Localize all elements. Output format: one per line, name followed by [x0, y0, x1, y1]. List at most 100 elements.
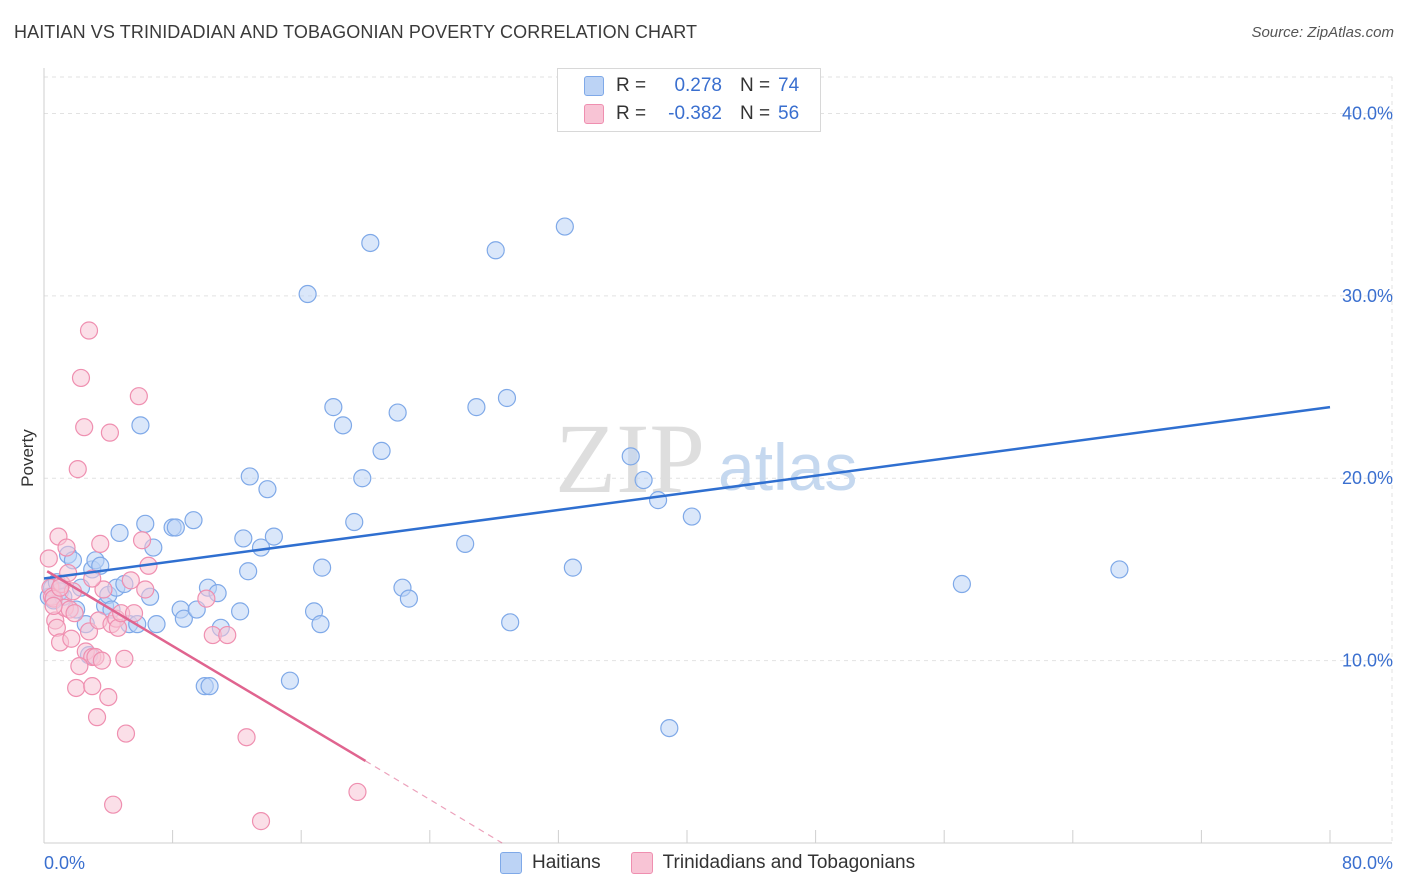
data-point [174, 609, 193, 628]
data-point [70, 656, 89, 676]
data-point [83, 677, 102, 696]
data-point [231, 602, 250, 621]
data-point [353, 469, 372, 488]
data-point [501, 613, 520, 632]
legend-swatch-haitians [500, 852, 522, 874]
data-point [682, 507, 701, 526]
data-point [147, 615, 166, 634]
data-point [166, 518, 185, 537]
data-point [104, 795, 123, 814]
legend-swatch-trinidadians [630, 852, 653, 874]
y-tick-label: 40.0% [1342, 103, 1393, 123]
data-point [280, 671, 300, 690]
legend-n-label: N = [740, 103, 771, 124]
legend-n-label: N = [740, 75, 771, 96]
data-point [264, 527, 283, 546]
data-point [132, 531, 152, 550]
data-point [456, 534, 475, 553]
data-point [621, 447, 640, 466]
data-point [660, 718, 679, 738]
legend-row-trinidadians: R = -0.382 N = 56 [584, 99, 799, 129]
legend-row-haitians: R = 0.278 N = 74 [584, 71, 799, 101]
data-point [952, 574, 971, 594]
data-point [388, 403, 407, 422]
data-point [324, 398, 343, 417]
data-point [634, 470, 653, 490]
data-point [136, 580, 155, 599]
data-point [184, 511, 203, 530]
data-point [75, 418, 94, 437]
legend-r-label: R = [616, 75, 647, 96]
legend-label-haitians: Haitians [532, 852, 601, 873]
trend-line-extension [365, 760, 503, 844]
legend-r-label: R = [616, 103, 647, 124]
data-point [218, 625, 237, 645]
data-point [116, 724, 136, 743]
data-point [65, 604, 84, 623]
legend-n-value: 56 [778, 103, 800, 124]
data-point [399, 589, 419, 608]
data-point [298, 284, 317, 304]
legend-swatch-haitians [584, 76, 604, 96]
data-point [555, 217, 574, 236]
legend-item-trinidadians: Trinidadians and Tobagonians [630, 852, 916, 874]
y-tick-label: 30.0% [1342, 286, 1393, 306]
data-point [197, 589, 216, 608]
trend-line-haitians [43, 405, 1331, 580]
legend-n-value: 74 [778, 75, 800, 96]
data-points [39, 217, 1129, 831]
legend-item-haitians: Haitians [500, 852, 601, 874]
legend-label-trinidadians: Trinidadians and Tobagonians [662, 852, 916, 873]
data-point [121, 571, 140, 590]
data-point [312, 558, 332, 577]
data-point [467, 398, 486, 417]
data-point [92, 651, 111, 670]
chart-title: HAITIAN VS TRINIDADIAN AND TOBAGONIAN PO… [14, 22, 698, 42]
data-point [87, 708, 107, 727]
data-point [497, 388, 517, 408]
x-tick-label: 80.0% [1342, 853, 1393, 873]
data-point [563, 558, 582, 577]
x-tick-label: 0.0% [44, 853, 85, 873]
data-point [240, 467, 259, 486]
watermark: ZIP atlas [555, 403, 857, 514]
data-point [71, 368, 91, 388]
data-point [234, 529, 253, 548]
axes [43, 68, 1392, 844]
data-point [129, 387, 148, 406]
data-point [333, 416, 353, 435]
tick-labels: 10.0% 20.0% 30.0% 40.0% 0.0% 80.0% [44, 103, 1393, 873]
data-point [239, 562, 258, 581]
data-point [79, 321, 99, 340]
data-point [237, 728, 256, 747]
series-legend: Haitians Trinidadians and Tobagonians [500, 852, 945, 874]
data-point [115, 649, 134, 668]
data-point [200, 677, 219, 696]
trend-line-trinidadians [46, 570, 367, 763]
data-point [311, 615, 330, 634]
data-point [251, 812, 271, 831]
y-axis-label: Poverty [18, 429, 37, 487]
legend-r-value: -0.382 [668, 103, 722, 124]
data-point [648, 491, 668, 510]
data-point [486, 241, 505, 260]
data-point [345, 512, 364, 532]
data-point [62, 629, 81, 648]
legend-swatch-trinidadians [584, 104, 604, 124]
data-point [136, 514, 155, 533]
data-point [91, 534, 110, 553]
source-label: Source: ZipAtlas.com [1251, 24, 1394, 41]
data-point [83, 569, 102, 588]
y-tick-label: 20.0% [1342, 468, 1393, 488]
y-tick-label: 10.0% [1342, 651, 1393, 671]
trend-lines [43, 405, 1331, 844]
legend-r-value: 0.278 [674, 75, 722, 96]
data-point [39, 549, 58, 568]
data-point [372, 441, 391, 460]
series-trinidadians [39, 321, 367, 831]
data-point [1110, 560, 1129, 579]
data-point [361, 233, 380, 253]
data-point [131, 416, 150, 435]
watermark-atlas: atlas [718, 430, 857, 504]
data-point [94, 580, 113, 599]
